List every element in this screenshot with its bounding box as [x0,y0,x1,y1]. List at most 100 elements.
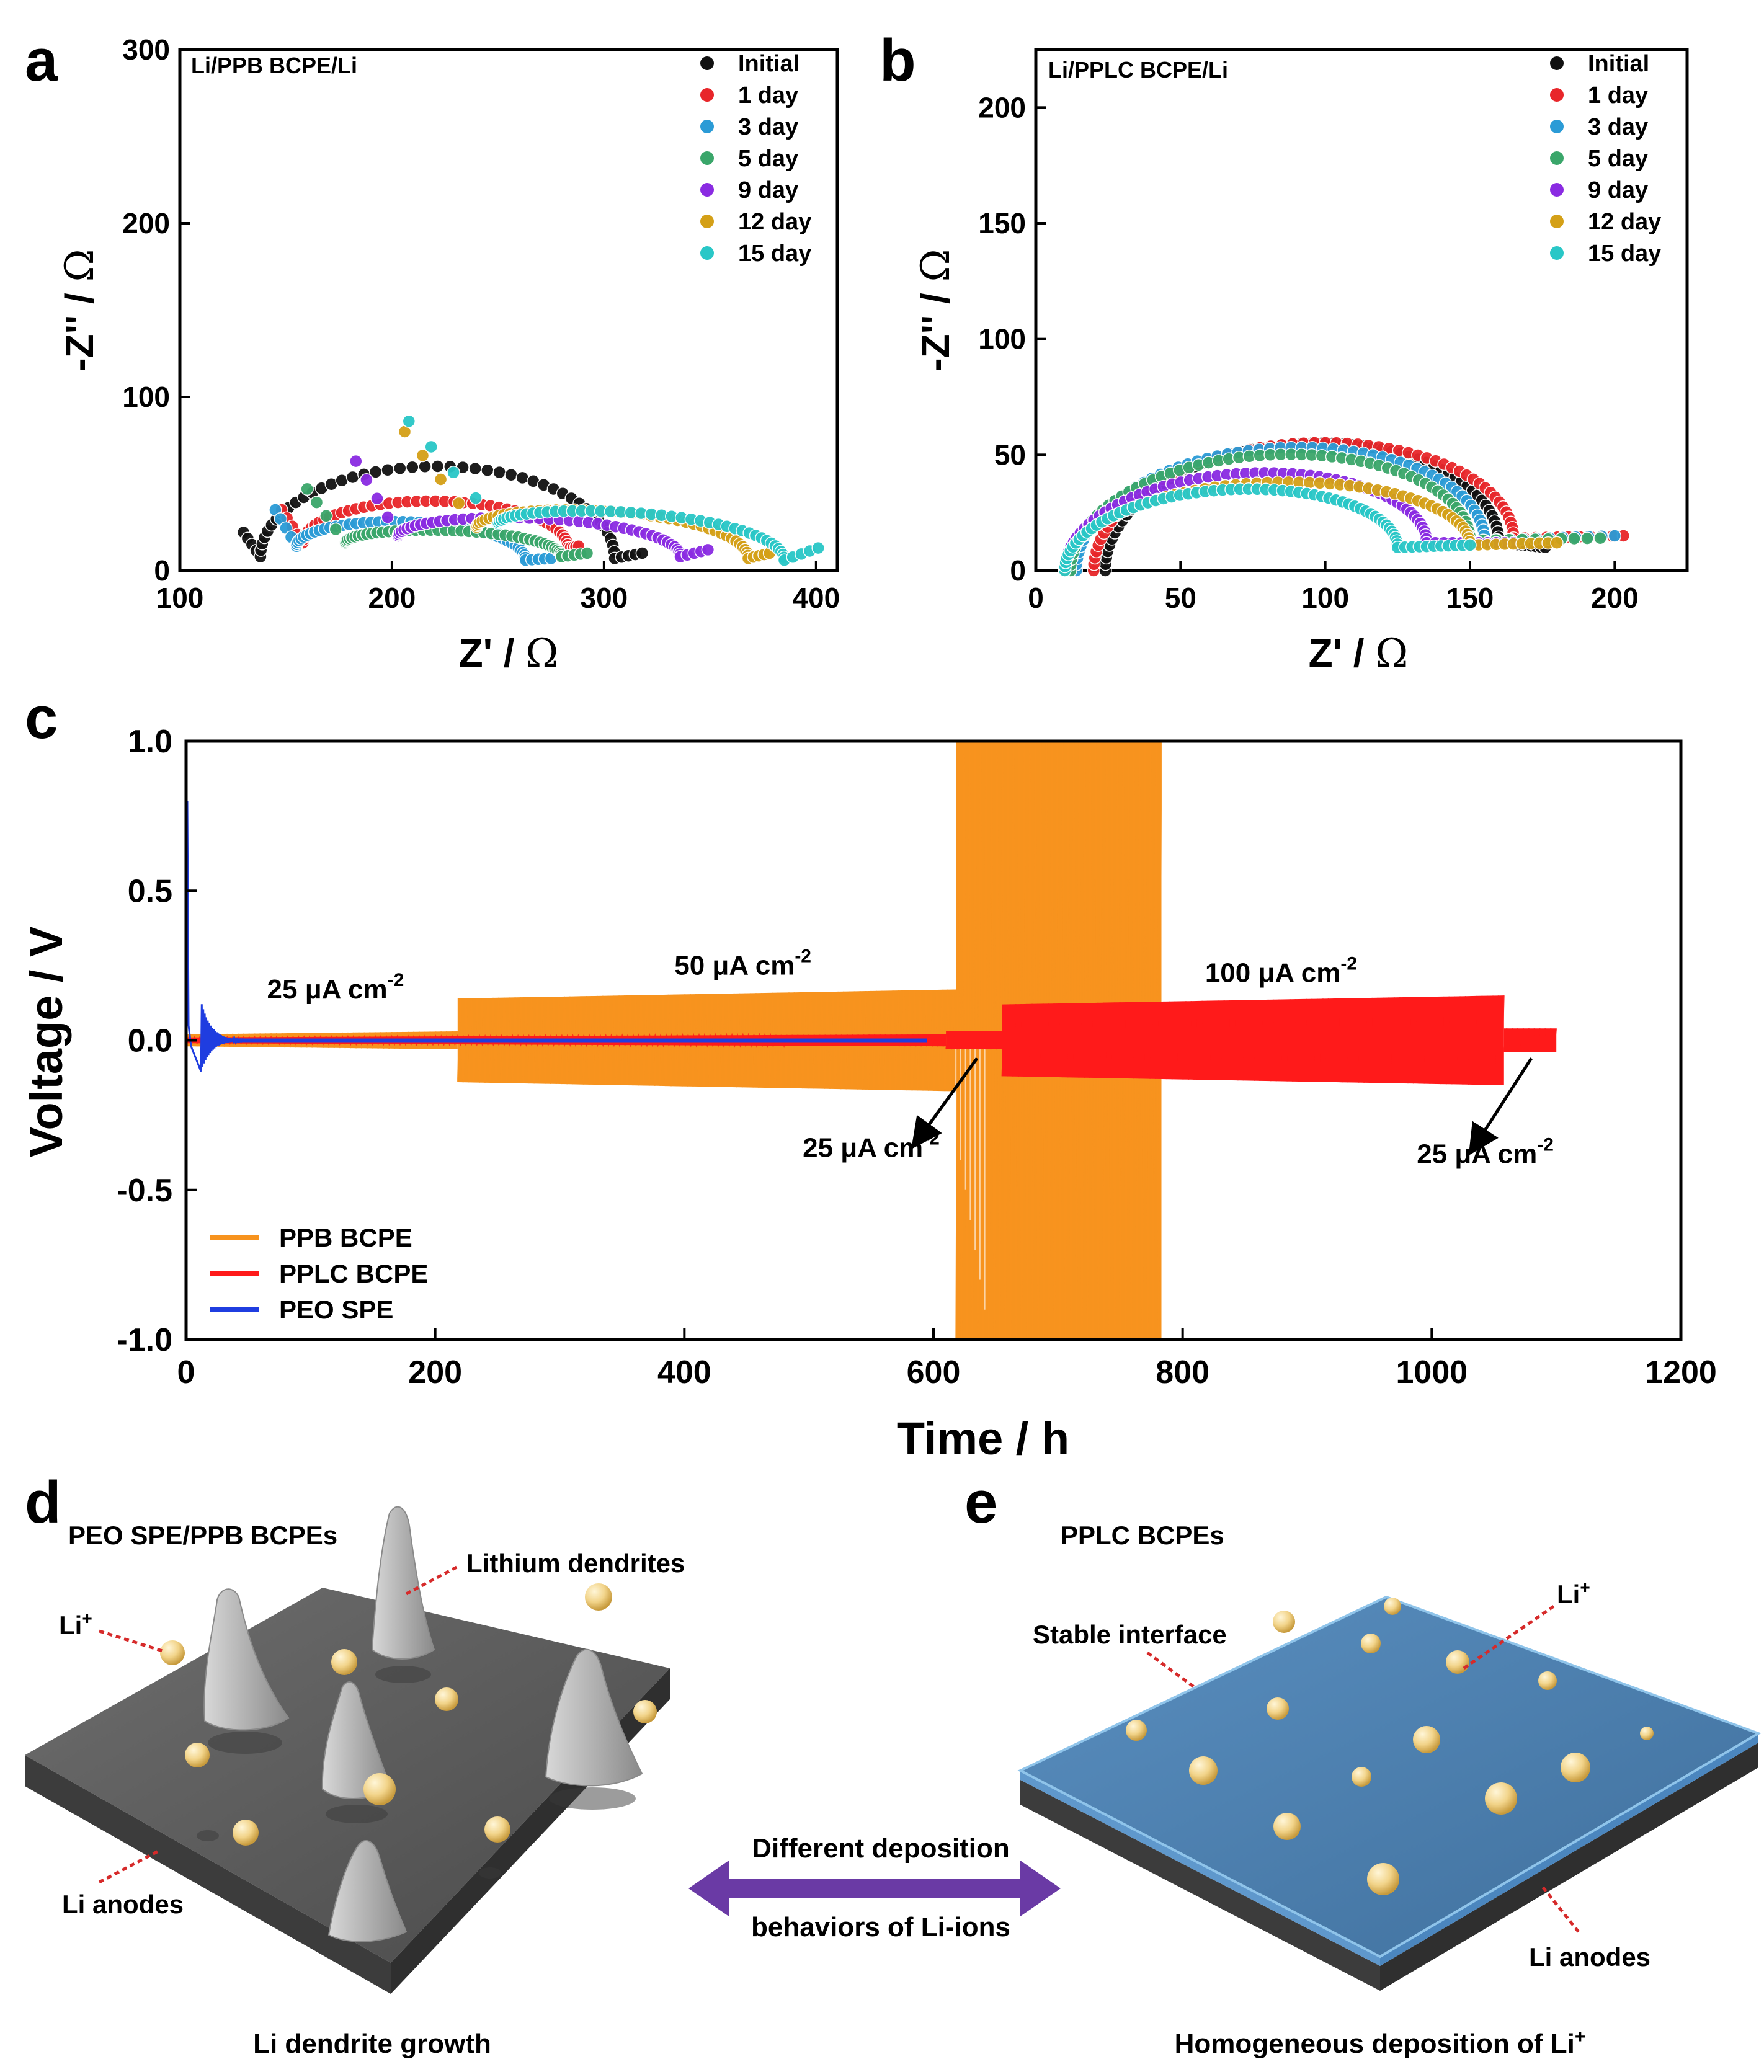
panel-label-a: a [25,27,58,94]
dendrite-reflections [197,1666,636,1879]
series-pplc-bcpe [1503,1028,1557,1052]
d-title: PEO SPE/PPB BCPEs [68,1521,337,1550]
series-pplc-bcpe [1001,995,1505,1085]
data-point [434,473,448,486]
li-ion [185,1743,210,1767]
axis-ticks-c: 0 200 400 600 800 1000 1200 -1.0 -0.5 0.0 0.5 1.0 [117,724,1716,1390]
callout-li-ion-d [99,1629,163,1653]
x-tick-label: 200 [1591,582,1639,614]
legend-marker [700,88,714,102]
series-5-day [1064,447,1607,577]
series-pplc-bcpe [945,1031,1003,1050]
x-tick-label: 1000 [1396,1354,1468,1390]
y-tick-label: 0 [154,554,170,587]
li-ions-e [1126,1598,1654,1895]
legend-label: Initial [1588,51,1649,77]
dendrite [327,1840,408,1942]
voltage-trace [457,989,957,1092]
x-tick-label: 0 [177,1354,195,1390]
current-density-exponent: -2 [1537,1134,1554,1155]
e-slab-side-left [1020,1780,1380,1991]
current-density-exponent: -2 [388,970,404,990]
y-tick-label: 0 [1010,554,1026,587]
data-point [402,414,416,428]
legend-label: 5 day [738,146,798,172]
legend-marker [1550,215,1564,228]
e-anode-label: Li anodes [1529,1942,1650,1972]
current-density-text: 100 μA cm [1205,958,1341,988]
data-point [469,491,483,505]
y-tick-label: 300 [122,33,170,66]
dendrite [545,1648,643,1787]
reflection [208,1732,282,1754]
panel-label-d: d [25,1469,61,1536]
panel-b: b Li/PPLC BCPE/Li 0 50 100 150 200 0 50 100 150 2… [880,27,1689,677]
data-point [300,482,314,496]
li-ion [1273,1813,1301,1840]
li-ion [1413,1726,1440,1753]
x-tick-label: 400 [792,582,840,614]
legend-a: Initial 1 day 3 day 5 day 9 day 12 day 15 day [700,51,811,267]
data-point [381,463,394,477]
callout-anode-d [98,1849,159,1884]
current-density-text: 50 μA cm [674,950,795,980]
legend-marker [1550,88,1564,102]
data-point [393,461,407,475]
reflection [549,1787,636,1810]
current-density-label: 25 μA cm-2 [267,970,404,1005]
voltage-envelope [946,1031,1002,1049]
x-tick-label: 200 [368,582,416,614]
y-tick-label: 150 [978,207,1026,239]
data-point [504,468,518,482]
legend-label: 1 day [738,82,798,109]
current-density-text: 25 μA cm [267,974,388,1005]
legend-label: 12 day [1588,209,1661,235]
legend-label: 3 day [738,114,798,140]
li-ion [1538,1671,1557,1690]
series-15-day [1058,482,1477,577]
voltage-trace [1001,995,1505,1085]
y-tick-label: 100 [978,323,1026,355]
current-density-label: 50 μA cm-2 [674,946,811,980]
x-axis-label-c: Time / h [897,1413,1069,1464]
data-point [580,546,594,560]
reflection [197,1830,219,1841]
annotation-arrow [911,1057,979,1149]
y-tick-label: -0.5 [117,1173,172,1209]
legend-marker [700,183,714,197]
legend-label: 1 day [1588,82,1648,109]
data-point [481,463,494,477]
callout-anode-e [1540,1884,1580,1933]
legend-marker [700,215,714,228]
current-density-text: 25 μA cm [803,1133,923,1163]
y-tick-label: 50 [994,438,1026,471]
legend-c: PPB BCPE PPLC BCPE PEO SPE [210,1223,428,1324]
x-tick-label: 300 [580,582,628,614]
e-li-ion-label: Li+ [1557,1578,1590,1609]
data-point [452,496,466,510]
voltage-trace [1503,1028,1557,1052]
panel-label-e: e [964,1469,997,1536]
plot-frame-b [1034,48,1689,572]
callout-interface [1146,1651,1195,1689]
callout-dendrites [405,1564,460,1596]
legend-marker [700,151,714,165]
plot-title-a: Li/PPB BCPE/Li [191,53,357,78]
e-film-top [1017,1595,1762,1959]
y-axis-label-b: -Z'' / Ω [913,249,959,371]
arrow-text-bottom: behaviors of Li-ions [751,1912,1010,1942]
y-axis-label-c: Voltage / V [20,927,72,1158]
data-point [416,448,430,463]
legend-marker [1550,56,1564,70]
y-tick-label: 200 [122,207,170,239]
x-tick-label: 0 [1028,582,1044,614]
li-ion [1361,1634,1381,1653]
legend-marker [1550,120,1564,133]
x-tick-label: 600 [907,1354,961,1390]
legend-b: Initial 1 day 3 day 5 day 9 day 12 day 15 day [1550,51,1661,267]
legend-label: PPLC BCPE [279,1259,428,1288]
y-tick-label: 200 [978,91,1026,123]
data-point [811,541,825,555]
li-ion [1485,1782,1517,1815]
